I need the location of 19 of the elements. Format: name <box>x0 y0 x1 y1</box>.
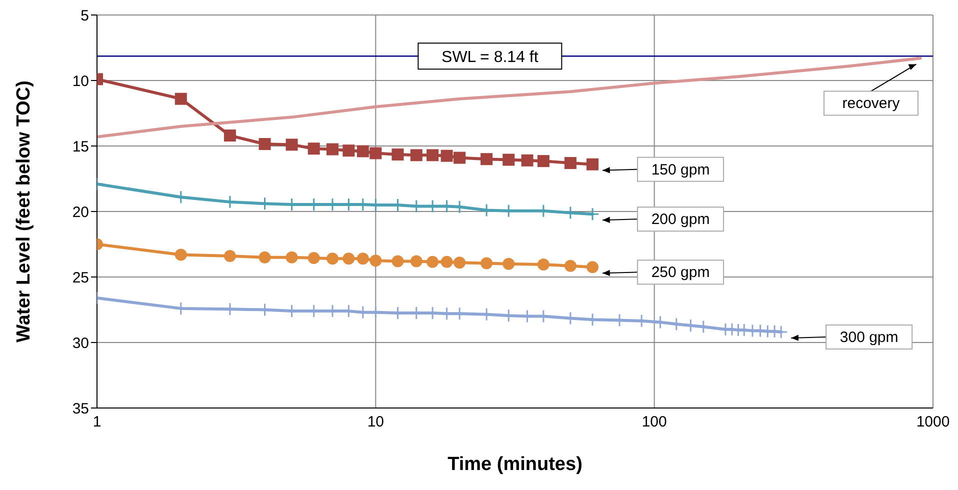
y-axis-title: Water Level (feet below TOC) <box>14 80 35 342</box>
y-tick-label: 10 <box>72 72 89 90</box>
text: 150 gpm <box>651 161 710 178</box>
series-label: recovery <box>842 95 900 112</box>
x-tick-label: 10 <box>367 414 384 431</box>
y-tick-label: 15 <box>72 138 89 156</box>
text: 200 gpm <box>651 211 710 228</box>
y-tick-label: 5 <box>80 7 89 24</box>
ref-line-label: SWL = 8.14 ft <box>442 49 539 66</box>
y-tick-label: 20 <box>72 204 89 221</box>
text: 250 gpm <box>651 264 710 282</box>
x-tick-label: 1000 <box>916 414 950 431</box>
y-tick-label: 35 <box>72 400 89 418</box>
y-tick-label: 25 <box>72 269 89 286</box>
y-tick-label: 30 <box>72 334 89 352</box>
text: 300 gpm <box>840 329 898 346</box>
x-axis-title: Time (minutes) <box>448 454 582 475</box>
x-tick-label: 1 <box>92 414 102 431</box>
x-tick-label: 100 <box>642 414 667 431</box>
